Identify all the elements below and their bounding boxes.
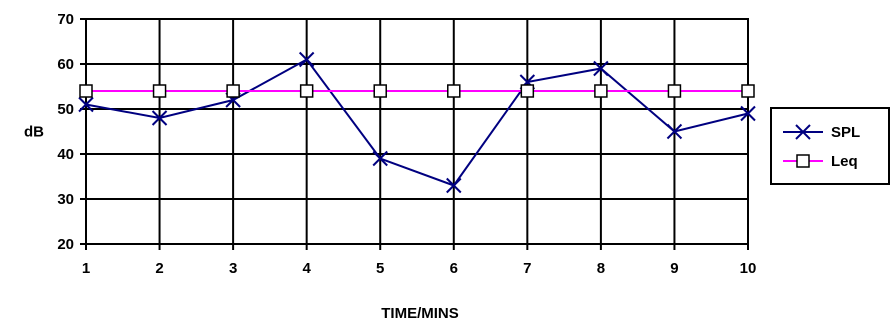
series-leq-point xyxy=(79,84,93,98)
series-leq-point xyxy=(520,84,535,98)
series-leq-point xyxy=(226,84,240,98)
series-leq-point xyxy=(447,84,461,98)
series-spl-point xyxy=(298,51,315,68)
series-spl xyxy=(78,51,756,194)
y-tick-label: 50 xyxy=(57,101,74,118)
y-tick-label: 70 xyxy=(57,11,74,28)
y-tick-label: 40 xyxy=(57,146,74,163)
series-spl-line xyxy=(85,58,749,187)
y-tick-label: 60 xyxy=(57,56,74,73)
x-axis-ticks: 1 2 3 4 5 6 7 8 9 10 xyxy=(82,244,757,277)
legend-swatch-marker xyxy=(795,124,811,140)
legend-item-spl: SPL xyxy=(783,124,860,141)
series-spl-point xyxy=(78,96,94,113)
legend-item-leq: Leq xyxy=(783,153,858,170)
x-tick-label: 4 xyxy=(302,260,311,277)
series-leq-point xyxy=(741,84,755,98)
y-axis-title: dB xyxy=(24,124,44,141)
x-tick-label: 7 xyxy=(523,260,531,277)
series-leq-point xyxy=(594,84,608,98)
series-spl-point xyxy=(372,150,388,167)
series-layer xyxy=(78,51,756,194)
y-tick-label: 30 xyxy=(57,191,74,208)
grid-lines xyxy=(85,18,749,245)
legend-swatch-marker xyxy=(796,154,810,168)
series-spl-point xyxy=(151,110,168,126)
series-leq-point xyxy=(667,84,682,98)
legend-label: SPL xyxy=(831,124,860,141)
plot-area-frame xyxy=(85,18,749,245)
legend-box xyxy=(770,107,890,185)
series-spl-point xyxy=(593,60,609,77)
x-tick-label: 8 xyxy=(597,260,605,277)
legend-label: Leq xyxy=(831,153,858,170)
x-tick-label: 10 xyxy=(740,260,757,277)
series-leq xyxy=(79,84,755,98)
y-tick-label: 20 xyxy=(57,236,74,253)
y-axis-ticks: 20 30 40 50 60 70 xyxy=(57,11,86,253)
series-spl-point xyxy=(446,177,462,194)
series-leq-point xyxy=(152,84,167,98)
x-tick-label: 5 xyxy=(376,260,384,277)
x-tick-label: 2 xyxy=(155,260,163,277)
legend: SPL Leq xyxy=(770,107,890,185)
series-spl-point xyxy=(666,123,683,140)
x-tick-label: 6 xyxy=(450,260,458,277)
series-spl-point xyxy=(740,105,756,122)
x-tick-label: 1 xyxy=(82,260,90,277)
series-leq-point xyxy=(373,84,387,98)
x-tick-label: 9 xyxy=(670,260,678,277)
x-tick-label: 3 xyxy=(229,260,237,277)
series-leq-point xyxy=(299,84,314,98)
x-axis-title: TIME/MINS xyxy=(381,305,459,322)
